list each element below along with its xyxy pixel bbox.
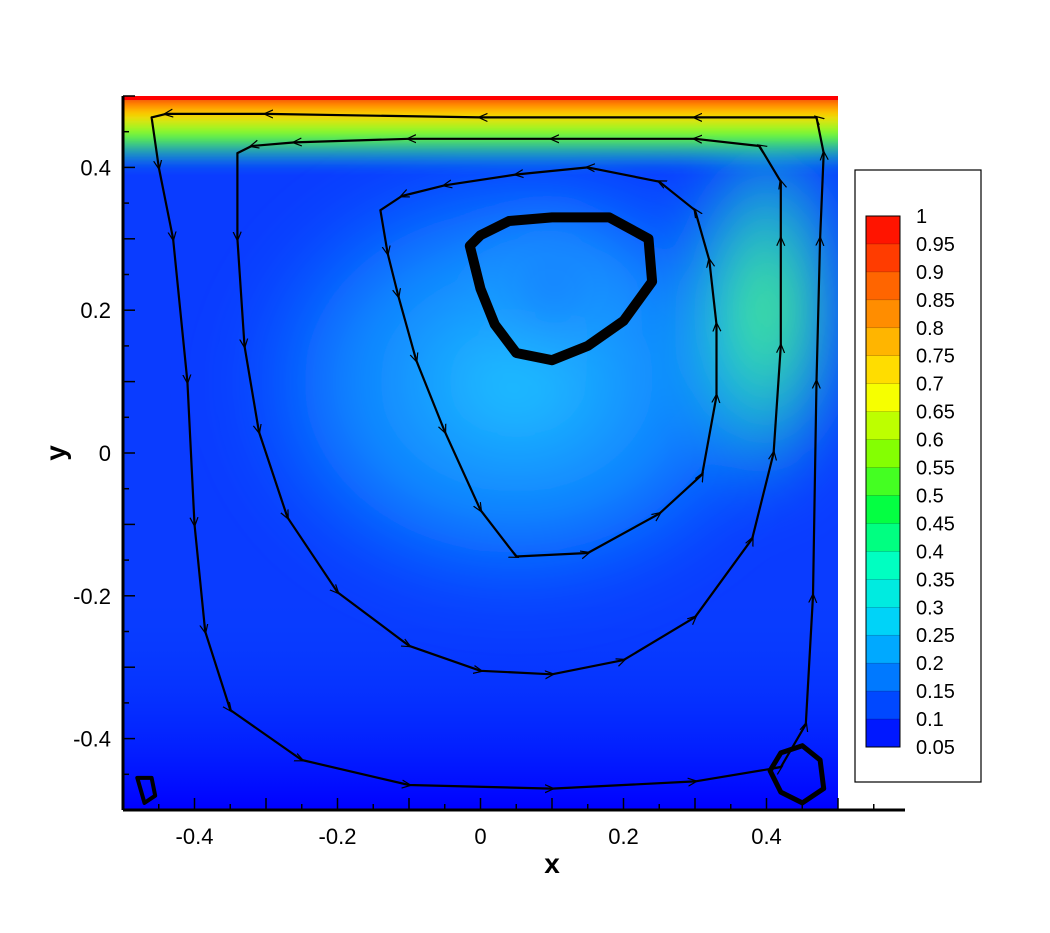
colorbar-swatch	[866, 467, 900, 496]
x-tick-label: 0.2	[608, 824, 639, 849]
colorbar-label: 0.8	[916, 318, 944, 340]
colorbar-swatch	[866, 355, 900, 385]
colorbar-label: 0.5	[916, 485, 944, 507]
colorbar-swatch	[866, 579, 900, 608]
colorbar-swatch	[866, 551, 900, 580]
y-tick-label: 0.4	[80, 155, 111, 180]
streamlines	[135, 114, 827, 806]
colorbar-label: 0.35	[916, 569, 955, 591]
colorbar-swatch	[866, 299, 900, 329]
colorbar-label: 0.65	[916, 402, 955, 424]
y-tick-label: 0.2	[80, 298, 111, 323]
x-tick-label: -0.2	[319, 824, 357, 849]
streamline	[379, 167, 716, 556]
colorbar-swatch	[866, 663, 900, 692]
colorbar-label: 0.95	[916, 234, 955, 256]
colorbar-label: 0.25	[916, 625, 955, 647]
colorbar-legend: 1 0.95 0.9 0.85 0.8 0.75 0.7 0.65 0.6 0.55 0.5 0.45…	[854, 169, 982, 783]
x-tick-label: 0.4	[751, 824, 782, 849]
colorbar-swatch	[866, 383, 900, 413]
colorbar-swatch	[866, 495, 900, 524]
colorbar-swatch	[866, 216, 900, 245]
colorbar-swatch	[866, 691, 900, 720]
field-low-speed	[123, 595, 838, 810]
x-tick-label: 0	[474, 824, 486, 849]
colorbar-label: 0.1	[916, 709, 944, 731]
colorbar-label: 0.55	[916, 458, 955, 480]
streamline	[767, 743, 827, 806]
colorbar-label: 0.75	[916, 346, 955, 368]
colorbar-swatch	[866, 243, 900, 273]
colorbar-label: 0.05	[916, 737, 955, 759]
colorbar-swatch	[866, 271, 900, 301]
streamline	[135, 775, 158, 805]
colorbar-swatch	[866, 635, 900, 664]
streamline	[237, 139, 780, 675]
colorbar-swatch	[866, 327, 900, 357]
colorbar-border	[865, 215, 901, 748]
colorbar-swatch	[866, 607, 900, 636]
colorbar-label: 0.7	[916, 374, 944, 396]
colorbar-label: 0.15	[916, 681, 955, 703]
streamline	[464, 212, 658, 366]
colorbar-label: 0.85	[916, 290, 955, 312]
colorbar-label: 0.4	[916, 541, 944, 563]
colorbar-swatch	[866, 523, 900, 552]
field-lid-region	[123, 96, 838, 171]
colorbar-swatch	[866, 411, 900, 441]
colorbar-label: 0.2	[916, 653, 944, 675]
colorbar-label: 0.6	[916, 430, 944, 452]
colorbar-label: 0.3	[916, 597, 944, 619]
velocity-field	[123, 96, 838, 810]
x-axis-title: x	[544, 848, 560, 879]
x-tick-label: -0.4	[176, 824, 214, 849]
streamline	[150, 114, 824, 789]
colorbar-swatch	[866, 719, 900, 748]
colorbar-label: 0.45	[916, 513, 955, 535]
axes: -0.4 -0.2 0 0.2 0.4 -0.4 -0.2 0 0.2 0.4	[73, 95, 905, 849]
field-lid	[123, 96, 838, 100]
colorbar-label: 1	[916, 206, 927, 228]
y-axis-title: y	[40, 445, 71, 461]
colorbar-swatch	[866, 439, 900, 469]
y-tick-label: -0.4	[73, 727, 111, 752]
colorbar-label: 0.9	[916, 262, 944, 284]
y-tick-label: 0	[99, 441, 111, 466]
y-tick-label: -0.2	[73, 584, 111, 609]
